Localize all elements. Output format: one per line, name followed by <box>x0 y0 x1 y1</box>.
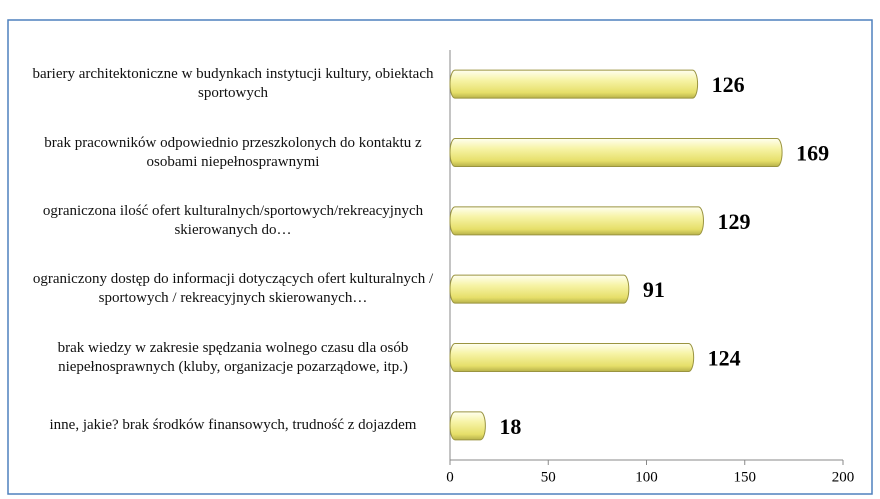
bar <box>449 206 704 236</box>
bar <box>449 411 486 441</box>
category-label: ograniczona ilość ofert kulturalnych/spo… <box>42 202 424 238</box>
bar <box>449 69 699 99</box>
value-label: 129 <box>717 209 750 234</box>
x-tick-label: 100 <box>635 469 658 485</box>
x-tick-label: 150 <box>734 469 757 485</box>
bar <box>449 138 783 167</box>
x-tick-label: 200 <box>832 469 855 485</box>
value-label: 169 <box>796 141 829 166</box>
value-label: 91 <box>643 277 665 302</box>
bar <box>449 343 695 372</box>
value-label: 126 <box>712 72 745 97</box>
category-label: brak pracowników odpowiednio przeszkolon… <box>44 134 422 170</box>
category-label: bariery architektoniczne w budynkach ins… <box>32 66 434 102</box>
x-tick-label: 0 <box>446 469 454 485</box>
category-label: brak wiedzy w zakresie spędzania wolnego… <box>57 339 409 375</box>
x-tick-label: 50 <box>541 469 556 485</box>
frame-border <box>7 19 873 495</box>
value-label: 124 <box>708 346 741 371</box>
category-label: inne, jakie? brak środków finansowych, t… <box>49 417 417 434</box>
bar <box>449 274 630 304</box>
category-label: ograniczony dostęp do informacji dotyczą… <box>32 271 434 307</box>
value-label: 18 <box>499 414 521 439</box>
